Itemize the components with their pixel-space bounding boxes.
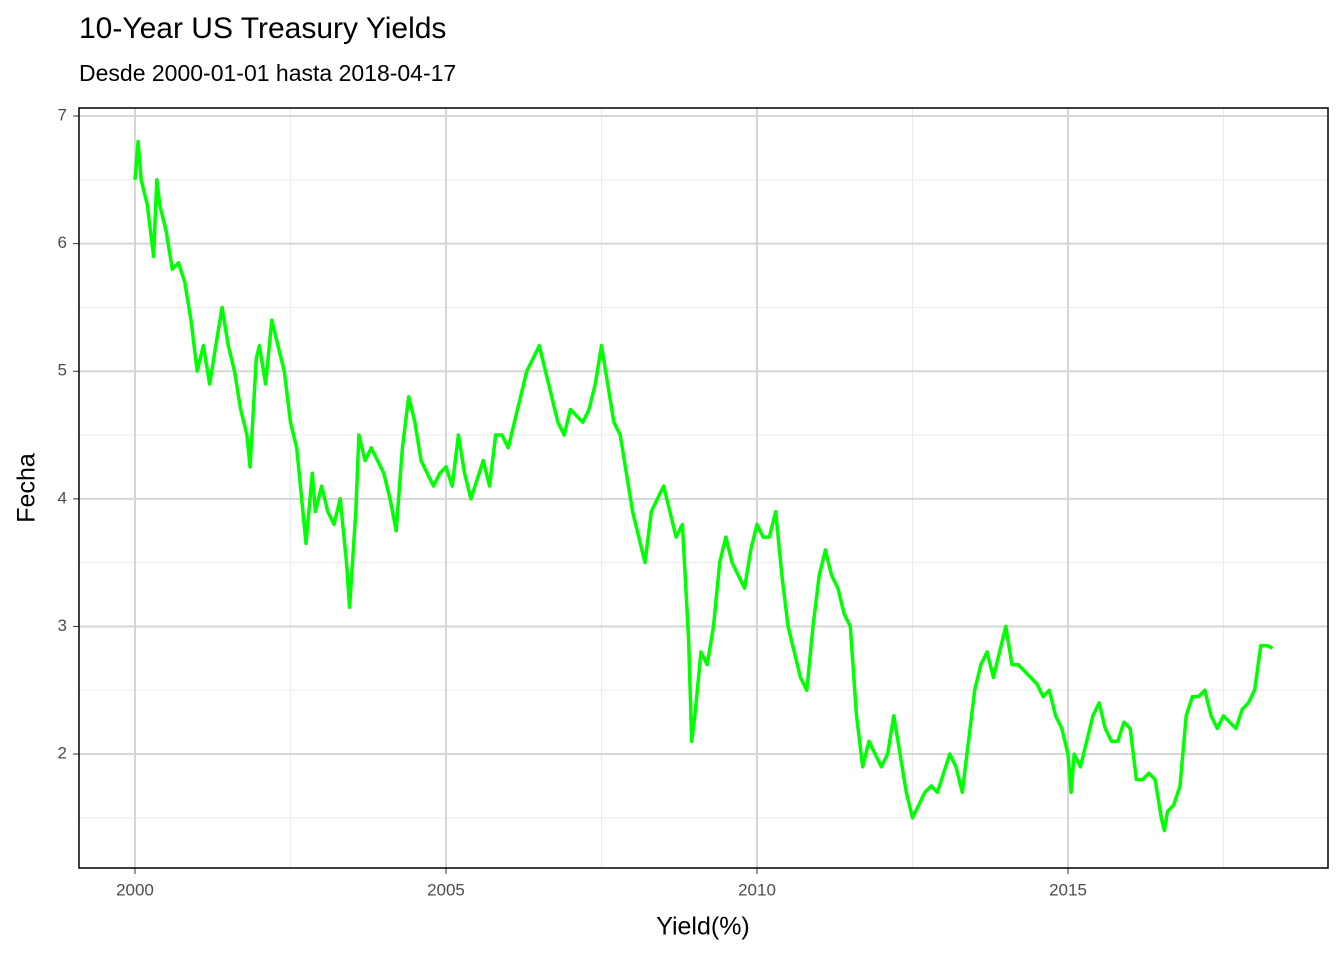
y-tick-label: 2 — [58, 744, 67, 763]
y-axis-label: Fecha — [13, 453, 41, 523]
x-tick-label: 2015 — [1049, 880, 1087, 899]
x-tick-label: 2010 — [738, 880, 776, 899]
y-tick-label: 3 — [58, 616, 67, 635]
chart-title: 10-Year US Treasury Yields — [79, 12, 446, 45]
x-axis-label: Yield(%) — [656, 913, 750, 941]
x-tick-label: 2005 — [427, 880, 465, 899]
y-tick-label: 6 — [58, 233, 67, 252]
y-tick-label: 5 — [58, 361, 67, 380]
line-series — [133, 139, 1274, 833]
plot-border — [78, 107, 1329, 869]
y-tick-label: 4 — [58, 488, 67, 507]
chart-subtitle: Desde 2000-01-01 hasta 2018-04-17 — [79, 60, 456, 86]
x-tick-label: 2000 — [116, 880, 154, 899]
y-tick-label: 7 — [58, 106, 67, 125]
